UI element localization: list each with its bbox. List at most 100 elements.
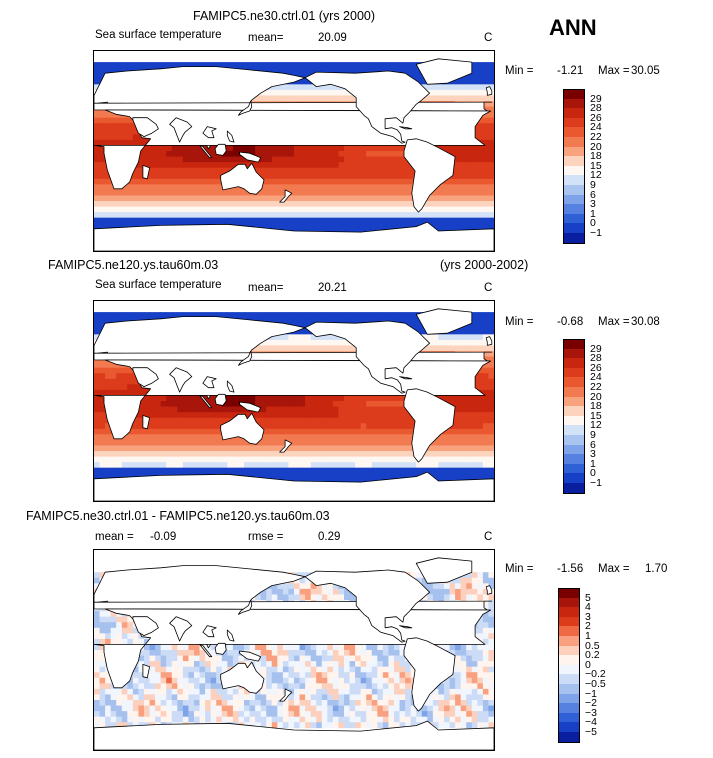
colorbar-swatch xyxy=(563,127,585,138)
colorbar-frame xyxy=(563,339,585,494)
colorbar-swatch xyxy=(563,233,585,244)
colorbar-swatch xyxy=(558,674,580,685)
colorbar-label: 15 xyxy=(590,409,602,422)
coastline-uk xyxy=(485,86,493,96)
panel1-max-value: 30.05 xyxy=(631,65,660,77)
panel3-max-value: 1.70 xyxy=(645,563,668,575)
coastline-newguinea xyxy=(239,650,262,662)
panel2-mean-value: 20.21 xyxy=(318,282,347,294)
panel1-map xyxy=(93,50,495,252)
colorbar-label: −1 xyxy=(585,687,597,700)
colorbar-swatch xyxy=(563,444,585,455)
colorbar-label: 12 xyxy=(590,419,602,432)
colorbar-swatch xyxy=(563,339,585,350)
coastline-cuba xyxy=(399,126,413,130)
panel1-max-label: Max = xyxy=(598,65,630,77)
colorbar-label: 2 xyxy=(585,620,591,633)
colorbar-label: 26 xyxy=(590,361,602,374)
colorbar-frame xyxy=(558,588,580,743)
coastline-arabia xyxy=(132,367,159,387)
coastline-cuba xyxy=(399,376,413,380)
coastline-nz xyxy=(279,688,293,702)
colorbar-swatch xyxy=(563,387,585,398)
coastline-cuba xyxy=(399,625,413,629)
coastline-australia xyxy=(220,162,265,195)
colorbar-swatch xyxy=(558,626,580,637)
panel3-min-label: Min = xyxy=(505,563,534,575)
colorbar-label: −1 xyxy=(590,227,602,239)
panel3-min-value: -1.56 xyxy=(557,563,584,575)
colorbar-swatch xyxy=(563,377,585,388)
coastline-greenland xyxy=(415,308,473,335)
panel3-mean-value: -0.09 xyxy=(150,531,177,543)
colorbar-label: 12 xyxy=(590,169,602,182)
colorbar-label: −1 xyxy=(590,477,602,489)
colorbar-swatch xyxy=(558,655,580,666)
colorbar-label: 28 xyxy=(590,352,602,365)
colorbar-label: 24 xyxy=(590,371,602,384)
colorbar-swatch xyxy=(563,175,585,186)
coastline-seasia xyxy=(202,376,217,389)
colorbar-label: 6 xyxy=(590,188,596,201)
coastline-southamerica xyxy=(403,388,456,463)
colorbar-label: 15 xyxy=(590,159,602,172)
panel2-max-value: 30.08 xyxy=(631,316,660,328)
map-canvas xyxy=(94,557,494,750)
coastline-japan xyxy=(237,100,253,116)
coastline-nz xyxy=(279,439,293,453)
colorbar-swatch xyxy=(558,732,580,743)
coastline-southamerica xyxy=(403,637,456,712)
colorbar-swatch xyxy=(558,693,580,704)
colorbar-swatch xyxy=(558,607,580,618)
panel2-max-label: Max = xyxy=(598,316,630,328)
panel1-min-value: -1.21 xyxy=(557,65,584,77)
coastline-newguinea xyxy=(239,401,262,413)
colorbar-label: 18 xyxy=(590,400,602,413)
colorbar-swatch xyxy=(563,204,585,215)
colorbar-label: 9 xyxy=(590,179,596,191)
map-canvas xyxy=(94,58,494,251)
colorbar-frame xyxy=(563,89,585,244)
colorbar-swatch xyxy=(558,684,580,695)
panel2-title: FAMIPC5.ne120.ys.tau60m.03 xyxy=(48,258,219,272)
colorbar-swatch xyxy=(558,645,580,656)
colorbar-swatch xyxy=(563,89,585,100)
colorbar-swatch xyxy=(563,108,585,119)
colorbar-label: 22 xyxy=(590,131,602,143)
colorbar-swatch xyxy=(563,117,585,128)
colorbar-label: 28 xyxy=(590,102,602,115)
coastline-australia xyxy=(220,412,265,445)
colorbar-swatch xyxy=(558,703,580,714)
coastline-india xyxy=(169,367,193,393)
colorbar-label: 5 xyxy=(585,591,591,604)
coastline-madagascar xyxy=(142,664,150,679)
colorbar-swatch xyxy=(563,223,585,234)
panel2-units: C xyxy=(484,282,493,294)
coastline-northamerica xyxy=(304,320,431,394)
colorbar-label: 3 xyxy=(590,198,596,211)
colorbar-swatch xyxy=(563,185,585,196)
panel3-max-label: Max = xyxy=(598,563,630,575)
coastline-antarctica xyxy=(94,221,494,251)
colorbar-swatch xyxy=(563,454,585,465)
panel2-mean-label: mean= xyxy=(248,282,284,294)
coastline-sumatra xyxy=(199,395,213,409)
panel3-rmse-label: rmse = xyxy=(248,531,284,543)
panel1-variable: Sea surface temperature xyxy=(95,29,222,41)
colorbar-label: 29 xyxy=(590,92,602,105)
colorbar-label: 3 xyxy=(585,610,591,623)
colorbar-swatch xyxy=(558,616,580,627)
coastline-india xyxy=(169,616,193,642)
colorbar-swatch xyxy=(558,636,580,647)
colorbar-swatch xyxy=(563,415,585,426)
colorbar-label: 18 xyxy=(590,150,602,163)
coastline-japan xyxy=(237,599,253,615)
season-label: ANN xyxy=(549,15,597,40)
land-layer xyxy=(94,557,494,750)
coastline-antarctica xyxy=(94,720,494,750)
colorbar-label: 1 xyxy=(590,457,596,470)
coastline-philippines xyxy=(226,629,235,642)
colorbar-label: 0 xyxy=(585,658,591,671)
coastline-japan xyxy=(237,350,253,366)
colorbar-swatch xyxy=(563,473,585,484)
